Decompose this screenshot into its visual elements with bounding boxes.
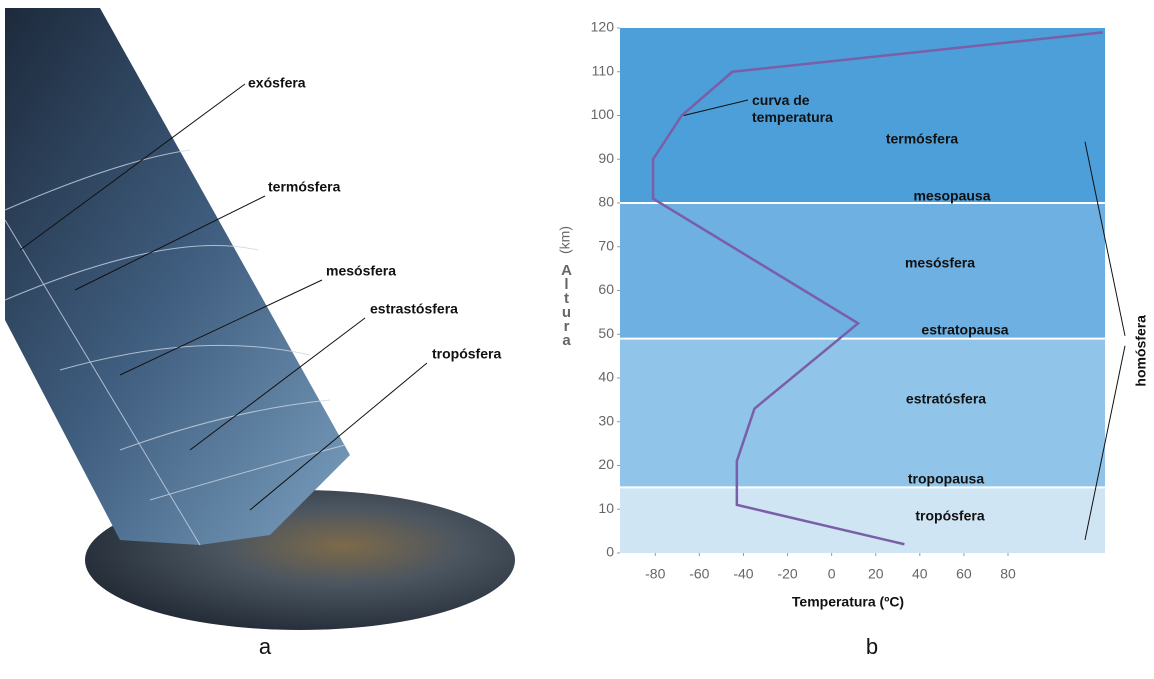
region-label: termósfera — [886, 131, 959, 147]
y-tick-label: 30 — [598, 412, 614, 428]
y-tick-label: 10 — [598, 500, 614, 516]
region-label: tropósfera — [915, 508, 984, 524]
layer-label: exósfera — [248, 75, 306, 91]
layer-label: termósfera — [268, 179, 341, 195]
annotation: curva de temperatura — [752, 92, 872, 126]
boundary-label: tropopausa — [908, 471, 984, 487]
boundary-label: mesopausa — [913, 188, 990, 204]
figure: exósfera termósfera mesósfera estrastósfera… — [0, 0, 1154, 679]
x-tick-label: -60 — [689, 566, 709, 582]
region — [620, 339, 1105, 488]
y-tick-label: 110 — [592, 62, 615, 78]
y-tick-label: 70 — [598, 237, 614, 253]
x-axis-label: Temperatura (ºC) — [792, 594, 904, 610]
y-tick-label: 80 — [598, 194, 614, 210]
region — [620, 487, 1105, 553]
layer-label: tropósfera — [432, 346, 501, 362]
region-label: mesósfera — [905, 255, 975, 271]
y-tick-label: 40 — [598, 369, 614, 385]
y-axis-label: Altura — [558, 262, 574, 346]
x-tick-label: 0 — [828, 566, 836, 582]
y-tick-label: 60 — [598, 281, 614, 297]
layer-label: mesósfera — [326, 263, 396, 279]
y-tick-label: 120 — [591, 19, 615, 35]
x-tick-label: 40 — [912, 566, 928, 582]
y-tick-label: 100 — [591, 106, 615, 122]
x-tick-label: -80 — [645, 566, 665, 582]
y-tick-label: 20 — [598, 456, 614, 472]
x-tick-label: 60 — [956, 566, 972, 582]
layer-label: estrastósfera — [370, 301, 458, 317]
x-tick-label: -40 — [733, 566, 753, 582]
y-tick-label: 50 — [598, 325, 614, 341]
page: exósfera termósfera mesósfera estrastósfera… — [0, 0, 1154, 679]
x-tick-label: 20 — [868, 566, 884, 582]
region-label: estratósfera — [906, 391, 986, 407]
bracket-label: homósfera — [1133, 315, 1149, 387]
y-axis-unit: (km) — [557, 226, 573, 254]
x-tick-label: 80 — [1000, 566, 1016, 582]
y-tick-label: 90 — [598, 150, 614, 166]
boundary-label: estratopausa — [921, 322, 1008, 338]
caption: b — [866, 634, 878, 659]
illustration — [5, 8, 515, 630]
caption: a — [259, 634, 272, 659]
y-tick-label: 0 — [606, 544, 614, 560]
x-tick-label: -20 — [777, 566, 797, 582]
